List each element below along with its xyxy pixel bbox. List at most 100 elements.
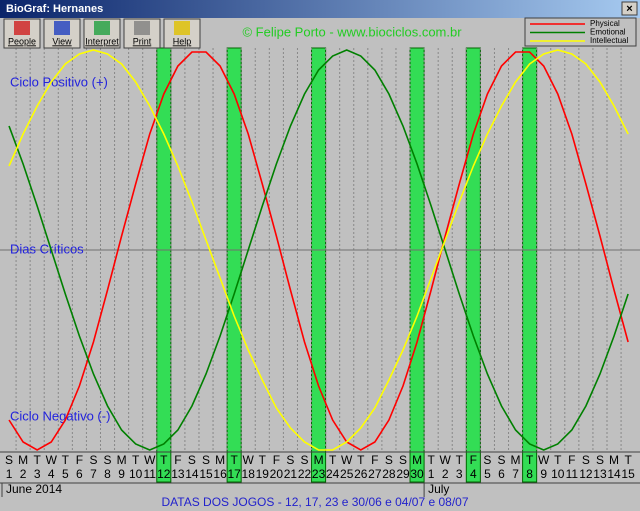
- footer-note: DATAS DOS JOGOS - 12, 17, 23 e 30/06 e 0…: [161, 495, 468, 509]
- weekday-label: F: [568, 453, 575, 467]
- weekday-label: T: [62, 453, 70, 467]
- weekday-label: T: [554, 453, 562, 467]
- weekday-label: T: [132, 453, 140, 467]
- weekday-label: W: [341, 453, 353, 467]
- weekday-label: W: [46, 453, 58, 467]
- button-icon: [134, 21, 150, 35]
- weekday-label: T: [160, 453, 168, 467]
- series-line: [8, 49, 629, 451]
- close-icon: ×: [626, 3, 632, 15]
- weekday-label: M: [511, 453, 521, 467]
- series-line: [8, 51, 629, 451]
- series-line: [8, 49, 629, 451]
- day-label: 8: [526, 467, 533, 481]
- day-label: 17: [227, 467, 241, 481]
- day-label: 23: [312, 467, 326, 481]
- day-label: 12: [157, 467, 171, 481]
- day-label: 4: [470, 467, 477, 481]
- day-label: 2: [20, 467, 27, 481]
- plot-area: Ciclo Positivo (+) Dias Críticos Ciclo Neg…: [0, 47, 640, 497]
- weekday-label: T: [357, 453, 365, 467]
- day-label: 16: [213, 467, 227, 481]
- weekday-label: F: [470, 453, 477, 467]
- weekday-label: S: [483, 453, 491, 467]
- button-icon: [54, 21, 70, 35]
- day-label: 9: [540, 467, 547, 481]
- day-label: 11: [566, 467, 579, 481]
- weekday-label: M: [18, 453, 28, 467]
- day-label: 5: [484, 467, 491, 481]
- weekday-label: F: [371, 453, 378, 467]
- weekday-label: S: [497, 453, 505, 467]
- day-label: 11: [144, 467, 157, 481]
- weekday-label: M: [609, 453, 619, 467]
- button-label: People: [8, 36, 36, 46]
- highlight-column: [409, 47, 425, 483]
- watermark: © Felipe Porto - www.biociclos.com.br: [242, 24, 462, 39]
- highlight-column: [311, 47, 327, 483]
- weekday-label: W: [243, 453, 255, 467]
- day-label: 30: [410, 467, 424, 481]
- legend-label: Emotional: [590, 28, 626, 37]
- day-label: 1: [6, 467, 13, 481]
- day-label: 2: [442, 467, 449, 481]
- day-label: 10: [129, 467, 143, 481]
- day-label: 26: [354, 467, 368, 481]
- weekday-label: T: [329, 453, 337, 467]
- weekday-label: M: [117, 453, 127, 467]
- weekday-label: T: [526, 453, 534, 467]
- day-label: 21: [284, 467, 298, 481]
- weekday-label: S: [385, 453, 393, 467]
- weekday-label: S: [399, 453, 407, 467]
- day-label: 4: [48, 467, 55, 481]
- day-label: 29: [396, 467, 410, 481]
- day-label: 15: [621, 467, 635, 481]
- month-label: July: [428, 482, 449, 496]
- weekday-label: W: [538, 453, 550, 467]
- title-bar: [0, 0, 640, 18]
- day-label: 7: [90, 467, 97, 481]
- highlight-column: [156, 47, 172, 483]
- day-label: 15: [199, 467, 213, 481]
- day-label: 25: [340, 467, 354, 481]
- weekday-label: S: [582, 453, 590, 467]
- weekday-label: T: [34, 453, 42, 467]
- day-label: 20: [270, 467, 284, 481]
- day-label: 7: [512, 467, 519, 481]
- day-label: 3: [456, 467, 463, 481]
- weekday-label: S: [89, 453, 97, 467]
- weekday-label: T: [624, 453, 632, 467]
- weekday-label: S: [202, 453, 210, 467]
- day-label: 13: [593, 467, 607, 481]
- button-label: Print: [133, 36, 152, 46]
- close-button[interactable]: [621, 1, 638, 16]
- weekday-label: M: [314, 453, 324, 467]
- weekday-label: M: [215, 453, 225, 467]
- weekday-label: F: [273, 453, 280, 467]
- day-label: 28: [382, 467, 396, 481]
- weekday-label: S: [188, 453, 196, 467]
- day-label: 18: [242, 467, 256, 481]
- weekday-label: S: [300, 453, 308, 467]
- day-label: 27: [368, 467, 382, 481]
- day-label: 3: [34, 467, 41, 481]
- weekday-label: W: [440, 453, 452, 467]
- weekday-label: S: [5, 453, 13, 467]
- day-label: 19: [256, 467, 270, 481]
- weekday-label: T: [230, 453, 238, 467]
- weekday-label: F: [76, 453, 83, 467]
- day-label: 8: [104, 467, 111, 481]
- button-label: View: [52, 36, 72, 46]
- button-icon: [94, 21, 110, 35]
- button-label: Help: [173, 36, 192, 46]
- day-label: 10: [551, 467, 565, 481]
- day-label: 6: [76, 467, 83, 481]
- day-label: 6: [498, 467, 505, 481]
- highlight-column: [465, 47, 481, 483]
- day-label: 12: [579, 467, 593, 481]
- day-label: 5: [62, 467, 69, 481]
- weekday-label: T: [456, 453, 464, 467]
- day-label: 9: [118, 467, 125, 481]
